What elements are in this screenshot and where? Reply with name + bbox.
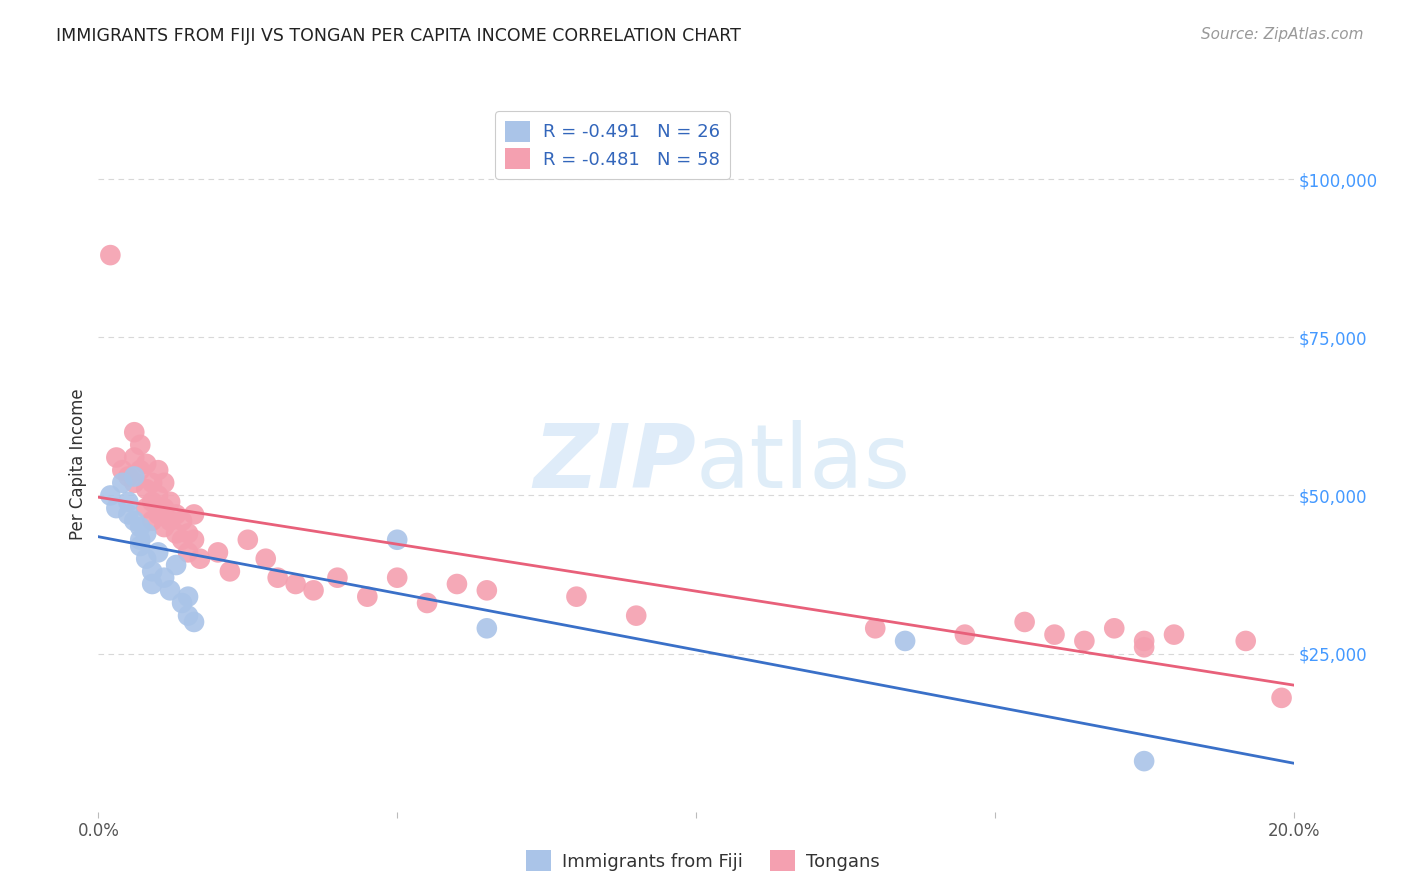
Point [124, 514, 146, 528]
Point [165, 508, 187, 522]
Point [135, 551, 157, 566]
Point [141, 475, 163, 490]
Point [1133, 640, 1156, 655]
Point [124, 425, 146, 440]
Text: ZIP: ZIP [533, 420, 696, 508]
Point [416, 596, 439, 610]
Point [129, 539, 152, 553]
Point [148, 508, 170, 522]
Point [153, 520, 176, 534]
Point [565, 590, 588, 604]
Point [172, 533, 194, 547]
Point [129, 463, 152, 477]
Point [153, 475, 176, 490]
Point [100, 488, 122, 502]
Point [1133, 754, 1156, 768]
Point [141, 565, 163, 579]
Point [111, 463, 134, 477]
Point [148, 463, 170, 477]
Point [172, 596, 194, 610]
Point [172, 514, 194, 528]
Point [1104, 621, 1126, 635]
Point [148, 488, 170, 502]
Point [165, 526, 187, 541]
Point [135, 482, 157, 496]
Point [135, 501, 157, 516]
Point [129, 438, 152, 452]
Point [177, 608, 200, 623]
Point [1133, 634, 1156, 648]
Point [626, 608, 648, 623]
Point [475, 583, 498, 598]
Point [356, 590, 378, 604]
Point [475, 621, 498, 635]
Y-axis label: Per Capita Income: Per Capita Income [69, 388, 87, 540]
Point [135, 526, 157, 541]
Point [284, 577, 307, 591]
Point [141, 577, 163, 591]
Point [153, 571, 176, 585]
Point [1014, 615, 1036, 629]
Point [159, 514, 181, 528]
Text: atlas: atlas [696, 420, 911, 508]
Point [124, 475, 146, 490]
Point [105, 450, 128, 465]
Point [135, 457, 157, 471]
Point [159, 583, 181, 598]
Point [148, 545, 170, 559]
Point [1234, 634, 1257, 648]
Point [207, 545, 229, 559]
Legend: Immigrants from Fiji, Tongans: Immigrants from Fiji, Tongans [519, 843, 887, 879]
Point [129, 533, 152, 547]
Point [183, 508, 205, 522]
Point [117, 469, 139, 483]
Point [953, 627, 976, 641]
Point [236, 533, 259, 547]
Point [894, 634, 917, 648]
Point [141, 495, 163, 509]
Point [165, 558, 187, 572]
Point [1073, 634, 1095, 648]
Point [446, 577, 468, 591]
Point [117, 508, 139, 522]
Point [124, 469, 146, 483]
Point [183, 533, 205, 547]
Point [302, 583, 325, 598]
Point [177, 526, 200, 541]
Point [219, 565, 242, 579]
Point [1043, 627, 1066, 641]
Point [177, 590, 200, 604]
Point [1271, 690, 1294, 705]
Point [159, 495, 181, 509]
Point [267, 571, 290, 585]
Point [129, 520, 152, 534]
Point [865, 621, 887, 635]
Point [141, 514, 163, 528]
Point [1163, 627, 1185, 641]
Point [111, 475, 134, 490]
Point [326, 571, 349, 585]
Point [188, 551, 211, 566]
Point [254, 551, 277, 566]
Point [385, 571, 409, 585]
Point [105, 501, 128, 516]
Point [183, 615, 205, 629]
Point [177, 545, 200, 559]
Legend: R = -0.491   N = 26, R = -0.481   N = 58: R = -0.491 N = 26, R = -0.481 N = 58 [495, 112, 730, 179]
Text: IMMIGRANTS FROM FIJI VS TONGAN PER CAPITA INCOME CORRELATION CHART: IMMIGRANTS FROM FIJI VS TONGAN PER CAPIT… [56, 27, 741, 45]
Point [153, 501, 176, 516]
Point [100, 248, 122, 262]
Point [117, 495, 139, 509]
Point [124, 450, 146, 465]
Text: Source: ZipAtlas.com: Source: ZipAtlas.com [1201, 27, 1364, 42]
Point [385, 533, 409, 547]
